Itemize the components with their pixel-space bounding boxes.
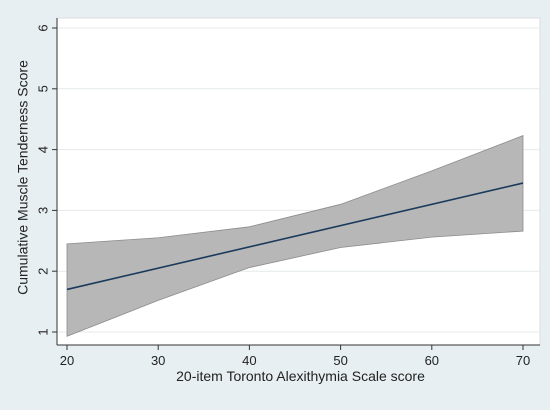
x-tick-label-20: 20: [60, 353, 74, 368]
y-tick-label-4: 4: [35, 146, 50, 153]
x-tick-label-60: 60: [425, 353, 439, 368]
x-tick-label-70: 70: [516, 353, 530, 368]
axes: 1 2 3 4 5 6 20 30 40 50 60 70: [35, 18, 540, 368]
x-axis-title: 20-item Toronto Alexithymia Scale score: [176, 368, 425, 384]
y-tick-label-6: 6: [35, 24, 50, 31]
y-tick-label-2: 2: [35, 268, 50, 275]
x-tick-label-40: 40: [242, 353, 256, 368]
fitted-line-layer: [66, 182, 524, 291]
x-tick-label-50: 50: [333, 353, 347, 368]
y-tick-label-1: 1: [35, 328, 50, 335]
y-tick-label-3: 3: [35, 207, 50, 214]
y-axis-title: Cumulative Muscle Tenderness Score: [15, 60, 31, 295]
x-tick-label-30: 30: [151, 353, 165, 368]
fitted-line-0: [66, 182, 524, 291]
y-tick-label-5: 5: [35, 85, 50, 92]
